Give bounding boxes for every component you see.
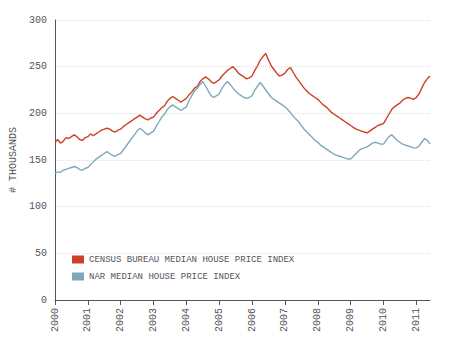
- svg-text:2007: 2007: [279, 308, 290, 332]
- svg-text:2006: 2006: [247, 308, 258, 332]
- svg-text:2005: 2005: [214, 308, 225, 332]
- svg-text:2002: 2002: [115, 308, 126, 332]
- svg-text:200: 200: [29, 108, 47, 119]
- svg-text:CENSUS BUREAU MEDIAN HOUSE PRI: CENSUS BUREAU MEDIAN HOUSE PRICE INDEX: [89, 255, 295, 265]
- svg-text:2000: 2000: [50, 308, 61, 332]
- svg-text:250: 250: [29, 61, 47, 72]
- svg-text:2011: 2011: [411, 308, 422, 332]
- svg-text:2009: 2009: [345, 308, 356, 332]
- svg-text:0: 0: [41, 295, 47, 306]
- svg-text:2008: 2008: [312, 308, 323, 332]
- svg-text:2003: 2003: [148, 308, 159, 332]
- svg-text:2004: 2004: [181, 308, 192, 332]
- svg-text:300: 300: [29, 15, 47, 26]
- svg-text:100: 100: [29, 201, 47, 212]
- svg-text:50: 50: [35, 248, 47, 259]
- svg-text:150: 150: [29, 155, 47, 166]
- svg-text:2001: 2001: [82, 308, 93, 332]
- svg-text:# THOUSANDS: # THOUSANDS: [8, 127, 19, 193]
- svg-text:NAR MEDIAN HOUSE PRICE INDEX: NAR MEDIAN HOUSE PRICE INDEX: [89, 272, 241, 282]
- svg-text:2010: 2010: [378, 308, 389, 332]
